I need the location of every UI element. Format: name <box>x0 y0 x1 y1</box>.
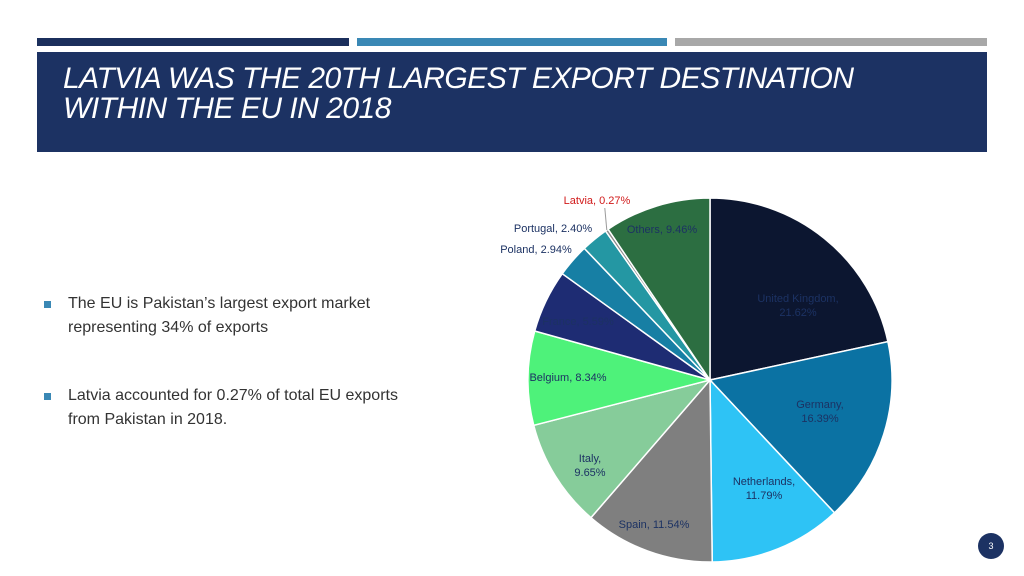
page-number: 3 <box>978 533 1004 559</box>
accent-bar-gray <box>675 38 987 46</box>
bullet-text: The EU is Pakistan’s largest export mark… <box>68 295 371 336</box>
pie-slice <box>527 330 713 427</box>
pie-slice <box>709 197 889 381</box>
slice-label: Portugal, 2.40% <box>514 223 592 235</box>
square-bullet-icon <box>44 301 51 308</box>
pie-slice <box>709 378 836 563</box>
slice-label: Italy, 9.65% <box>574 453 605 479</box>
pie-slice <box>708 340 893 514</box>
slice-label: Belgium, 8.34% <box>529 372 606 384</box>
title-banner: Latvia was the 20th largest export desti… <box>37 52 987 152</box>
accent-bar-dark <box>37 38 349 46</box>
slice-label: Poland, 2.94% <box>500 244 572 256</box>
bullet-item: Latvia accounted for 0.27% of total EU e… <box>44 384 424 432</box>
slice-label: Spain, 11.54% <box>619 519 690 531</box>
slice-label: France, 5.59% <box>542 316 614 328</box>
slice-label: United Kingdom, 21.62% <box>757 293 838 319</box>
bullet-list: The EU is Pakistan’s largest export mark… <box>44 292 424 432</box>
export-destination-pie-chart: United Kingdom, 21.62% Germany, 16.39% Nethe… <box>500 195 893 563</box>
pie-slice <box>607 197 711 383</box>
slice-label: Germany, 16.39% <box>796 399 843 425</box>
latvia-leader-line <box>604 207 608 231</box>
bullet-text: Latvia accounted for 0.27% of total EU e… <box>68 387 398 428</box>
pie-slice <box>589 378 713 563</box>
bullet-item: The EU is Pakistan’s largest export mark… <box>44 292 424 340</box>
slice-label: Netherlands, 11.79% <box>733 476 795 502</box>
square-bullet-icon <box>44 393 51 400</box>
accent-bar-blue <box>357 38 667 46</box>
slice-label: Latvia, 0.27% <box>564 195 631 207</box>
slice-label: Others, 9.46% <box>627 224 698 236</box>
slide-title: Latvia was the 20th largest export desti… <box>63 62 854 125</box>
